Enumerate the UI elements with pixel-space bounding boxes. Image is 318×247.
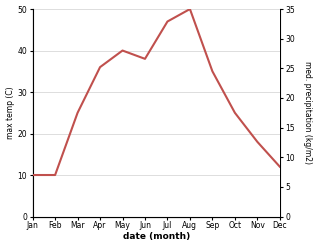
- X-axis label: date (month): date (month): [123, 232, 190, 242]
- Y-axis label: max temp (C): max temp (C): [5, 86, 15, 139]
- Y-axis label: med. precipitation (kg/m2): med. precipitation (kg/m2): [303, 61, 313, 164]
